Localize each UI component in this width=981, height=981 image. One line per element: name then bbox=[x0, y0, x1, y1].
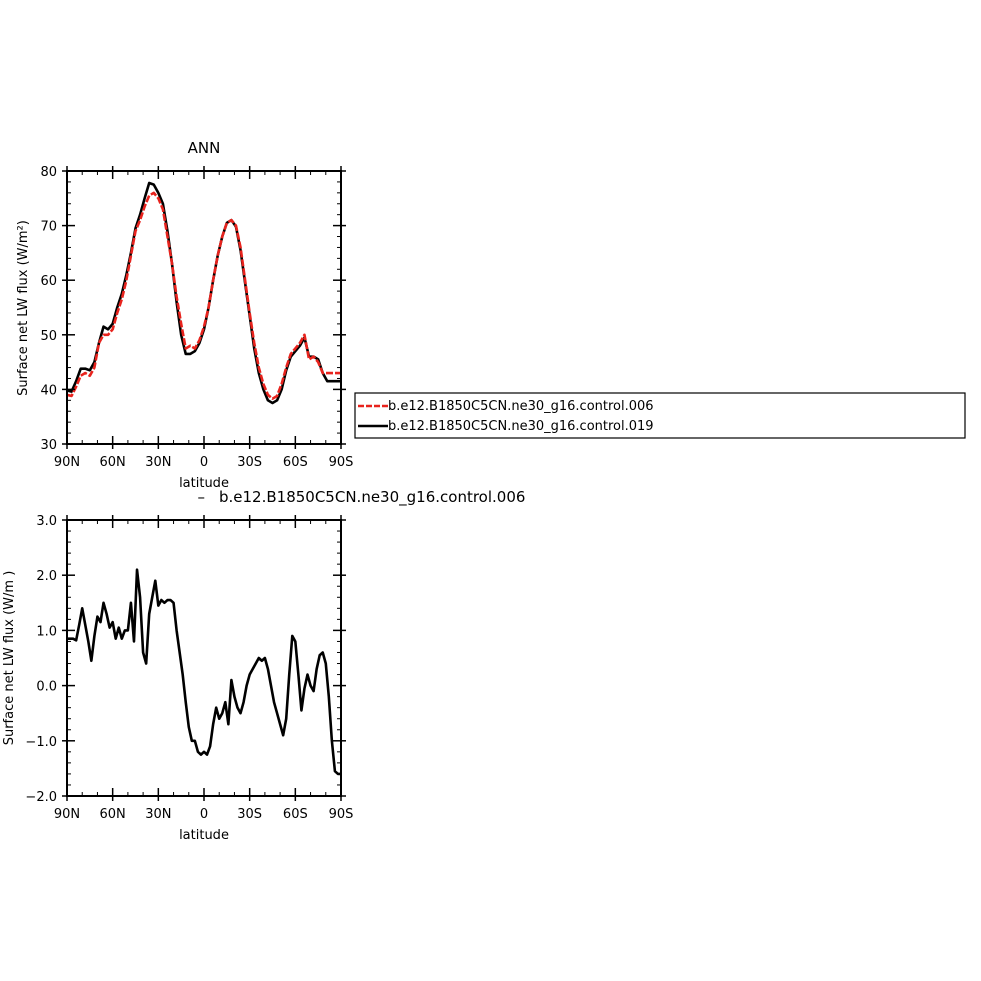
top-series-line-1 bbox=[66, 191, 341, 400]
legend-label-series-2: b.e12.B1850C5CN.ne30_g16.control.019 bbox=[388, 419, 654, 434]
bottom-y-tick-label: −2.0 bbox=[25, 790, 57, 805]
bottom-chart-title-prefix: – bbox=[198, 488, 206, 506]
bottom-x-tick-label: 30N bbox=[145, 807, 171, 822]
top-y-tick-label: 40 bbox=[40, 383, 57, 398]
top-panel: ANN 90N 60N 30N 0 30S 60S 90S 30 40 50 60 70 80 lati… bbox=[16, 139, 353, 491]
top-y-tick-label: 50 bbox=[40, 329, 57, 344]
bottom-y-axis-label: Surface net LW flux (W/m ) bbox=[2, 571, 17, 746]
bottom-x-tick-label: 90N bbox=[54, 807, 80, 822]
top-y-tick-label: 30 bbox=[40, 438, 57, 453]
top-x-tick-label: 0 bbox=[200, 455, 208, 470]
bottom-x-tick-label: 60N bbox=[100, 807, 126, 822]
top-x-tick-label: 60N bbox=[100, 455, 126, 470]
bottom-y-tick-label: 1.0 bbox=[36, 624, 57, 639]
legend-box bbox=[354, 392, 966, 439]
bottom-series-line-1 bbox=[67, 568, 341, 776]
bottom-x-tick-label: 30S bbox=[237, 807, 262, 822]
legend: b.e12.B1850C5CN.ne30_g16.control.006 b.e… bbox=[354, 392, 966, 439]
top-x-tick-label: 90S bbox=[329, 455, 354, 470]
top-plot-frame bbox=[66, 170, 342, 445]
top-y-axis-label: Surface net LW flux (W/m²) bbox=[16, 220, 31, 396]
bottom-x-tick-label: 60S bbox=[283, 807, 308, 822]
bottom-x-axis-label: latitude bbox=[179, 828, 229, 843]
bottom-y-tick-label: 0.0 bbox=[36, 680, 57, 695]
bottom-chart-title: b.e12.B1850C5CN.ne30_g16.control.006 bbox=[219, 488, 525, 507]
bottom-x-tick-label: 90S bbox=[329, 807, 354, 822]
bottom-x-tick-label: 0 bbox=[200, 807, 208, 822]
bottom-y-tick-label: 3.0 bbox=[36, 514, 57, 529]
bottom-panel: – b.e12.B1850C5CN.ne30_g16.control.006 9… bbox=[2, 488, 525, 843]
top-y-tick-label: 80 bbox=[40, 165, 57, 180]
legend-label-series-1: b.e12.B1850C5CN.ne30_g16.control.006 bbox=[388, 399, 654, 414]
top-y-tick-label: 60 bbox=[40, 274, 57, 289]
bottom-y-tick-label: −1.0 bbox=[25, 735, 57, 750]
top-y-tick-label: 70 bbox=[40, 220, 57, 235]
top-x-tick-label: 90N bbox=[54, 455, 80, 470]
bottom-y-tick-label: 2.0 bbox=[36, 569, 57, 584]
top-x-axis-label: latitude bbox=[179, 476, 229, 491]
bottom-plot-frame bbox=[66, 519, 342, 797]
top-chart-title: ANN bbox=[188, 139, 221, 157]
top-series-line-2 bbox=[66, 181, 341, 405]
top-x-tick-label: 60S bbox=[283, 455, 308, 470]
top-x-tick-label: 30N bbox=[145, 455, 171, 470]
top-x-tick-label: 30S bbox=[237, 455, 262, 470]
